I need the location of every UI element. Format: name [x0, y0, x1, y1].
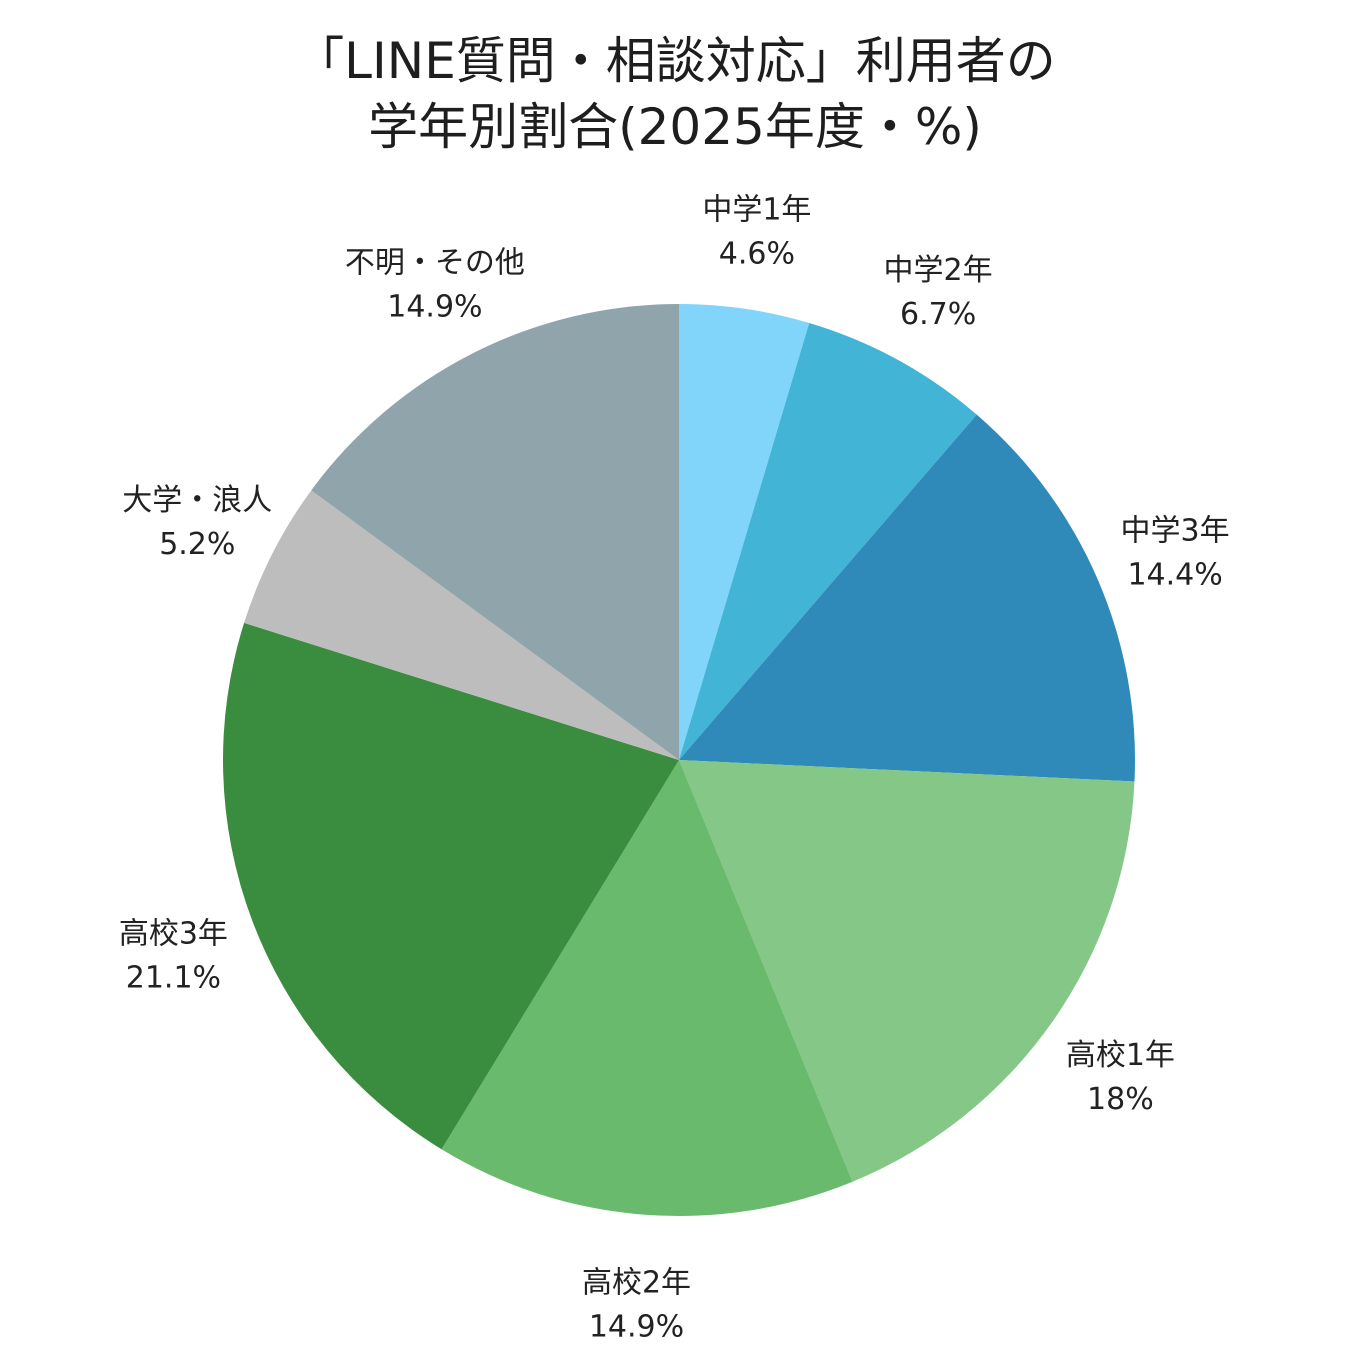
- pie-labels: 中学1年 4.6% 中学2年 6.7% 中学3年 14.4% 高校1年 18% 高校2年 14.9…: [119, 193, 1230, 1345]
- slice-category-label: 中学2年: [884, 253, 993, 288]
- slice-category-label: 不明・その他: [345, 245, 525, 280]
- pie-slice: [244, 490, 679, 760]
- slice-value-label: 14.4%: [1127, 558, 1222, 593]
- slice-value-label: 18%: [1087, 1082, 1154, 1117]
- slice-value-label: 14.9%: [387, 289, 482, 324]
- slice-category-label: 高校3年: [119, 917, 228, 952]
- pie-slice: [311, 304, 679, 760]
- slice-value-label: 6.7%: [900, 297, 976, 332]
- slice-category-label: 高校1年: [1066, 1038, 1175, 1073]
- pie-slice: [679, 414, 1135, 782]
- pie-slice: [679, 322, 977, 760]
- pie-slice: [222, 622, 680, 1150]
- pie-slice: [441, 760, 853, 1216]
- slice-value-label: 14.9%: [589, 1309, 684, 1344]
- chart-title-line1: 「LINE質問・相談対応」利用者の: [294, 32, 1056, 90]
- pie-slice: [679, 304, 810, 760]
- slice-category-label: 大学・浪人: [122, 483, 272, 518]
- slice-category-label: 中学1年: [702, 193, 811, 228]
- pie-slices: [222, 304, 1135, 1216]
- slice-category-label: 高校2年: [582, 1265, 691, 1300]
- pie-slice: [679, 760, 1135, 1182]
- chart-title: 「LINE質問・相談対応」利用者の 学年別割合(2025年度・%): [0, 28, 1350, 160]
- slice-value-label: 21.1%: [126, 961, 221, 996]
- slice-value-label: 5.2%: [159, 527, 235, 562]
- slice-value-label: 4.6%: [719, 237, 795, 272]
- slice-category-label: 中学3年: [1121, 514, 1230, 549]
- chart-title-line2: 学年別割合(2025年度・%): [368, 98, 982, 156]
